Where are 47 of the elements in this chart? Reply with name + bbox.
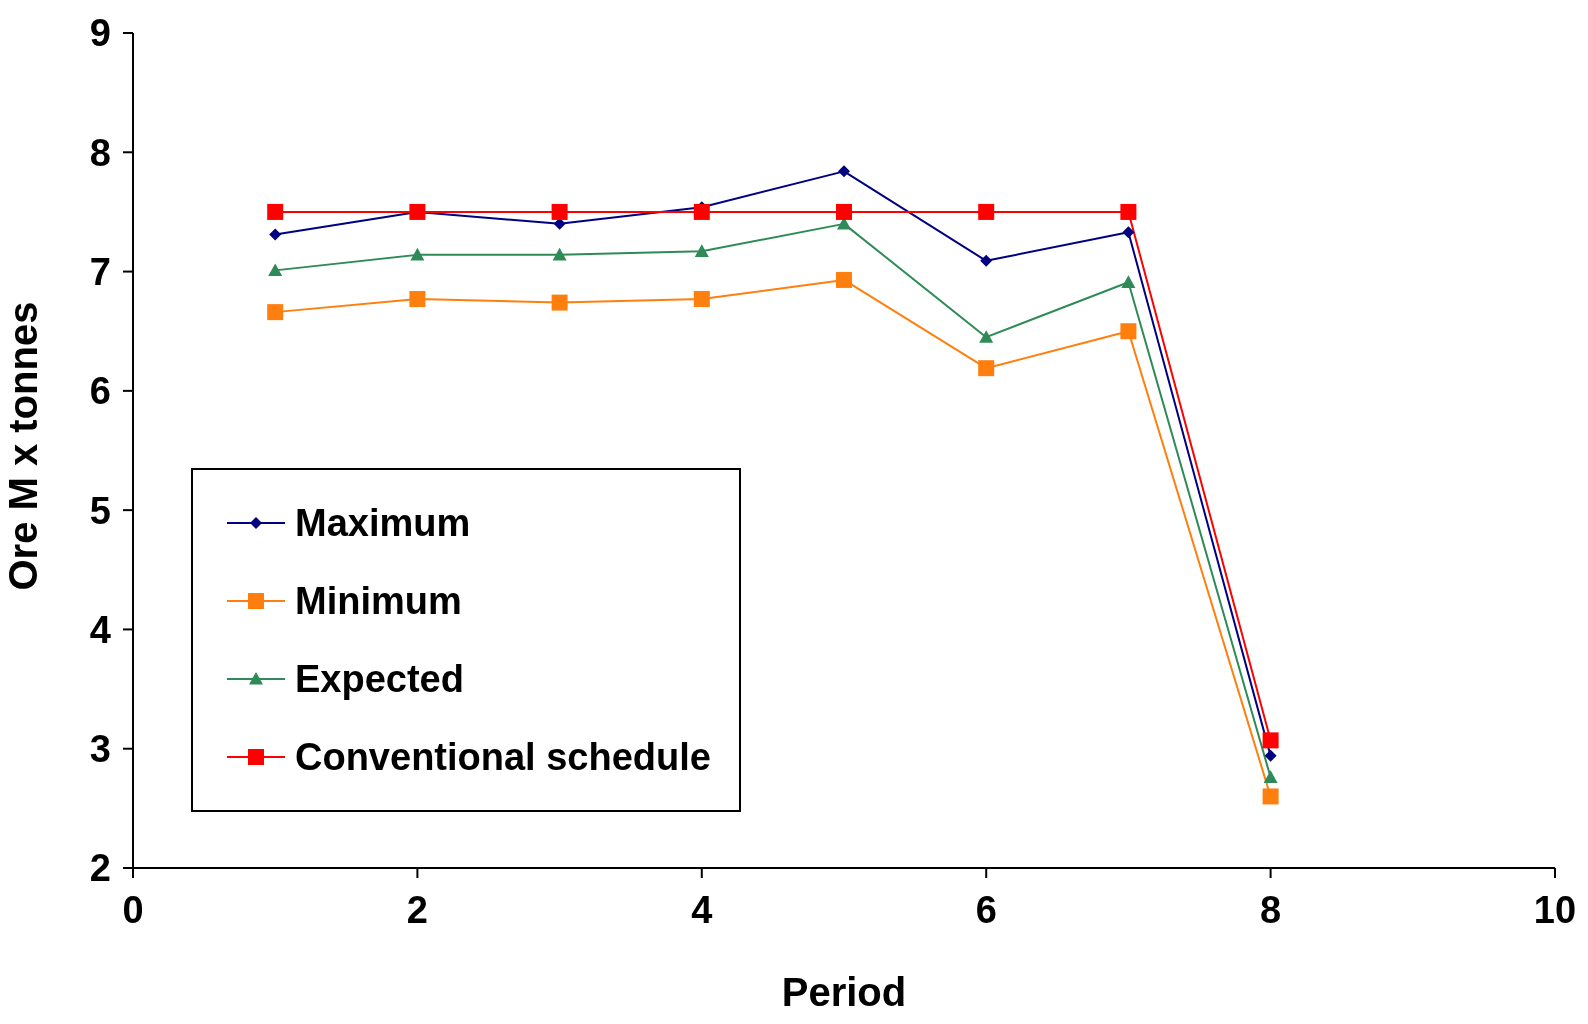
point: [1262, 732, 1279, 749]
point: [267, 203, 284, 220]
point: [838, 165, 850, 178]
point: [979, 330, 994, 343]
point: [269, 228, 282, 241]
point: [693, 291, 710, 308]
y-tick-label: 3: [89, 728, 111, 771]
point: [268, 263, 283, 276]
point: [410, 247, 425, 261]
point: [1263, 770, 1278, 783]
legend-label: Expected: [295, 657, 464, 701]
point: [1121, 275, 1136, 288]
point: [1122, 226, 1135, 239]
point: [978, 203, 995, 220]
x-tick-label: 6: [975, 888, 997, 931]
x-tick-label: 10: [1533, 888, 1577, 931]
x-tick-label: 8: [1260, 888, 1282, 931]
y-tick-label: 6: [89, 370, 111, 413]
point: [1262, 788, 1279, 805]
point: [978, 360, 995, 377]
point: [551, 203, 568, 220]
point: [409, 291, 426, 308]
point: [1264, 749, 1277, 762]
y-tick-label: 4: [89, 608, 111, 651]
legend-label: Conventional schedule: [295, 735, 711, 779]
x-tick-label: 0: [122, 888, 144, 931]
x-tick-label: 2: [406, 888, 428, 931]
point: [551, 294, 568, 311]
y-tick-label: 2: [89, 847, 111, 890]
point: [1120, 323, 1137, 340]
point: [1120, 203, 1137, 220]
x-tick-label: 4: [691, 888, 713, 931]
legend-label: Minimum: [295, 579, 462, 623]
y-axis-title: Ore M x tonnes: [1, 301, 46, 591]
point: [267, 304, 284, 321]
point: [836, 203, 852, 220]
point: [552, 247, 567, 261]
y-tick-label: 5: [89, 489, 111, 532]
x-axis-title: Period: [781, 970, 907, 1014]
point: [694, 244, 709, 257]
point: [980, 254, 993, 267]
y-tick-label: 9: [89, 12, 111, 55]
y-tick-label: 7: [89, 251, 111, 294]
y-tick-label: 8: [89, 131, 111, 174]
point: [836, 271, 852, 288]
legend-label: Maximum: [295, 501, 471, 545]
point: [693, 203, 710, 220]
